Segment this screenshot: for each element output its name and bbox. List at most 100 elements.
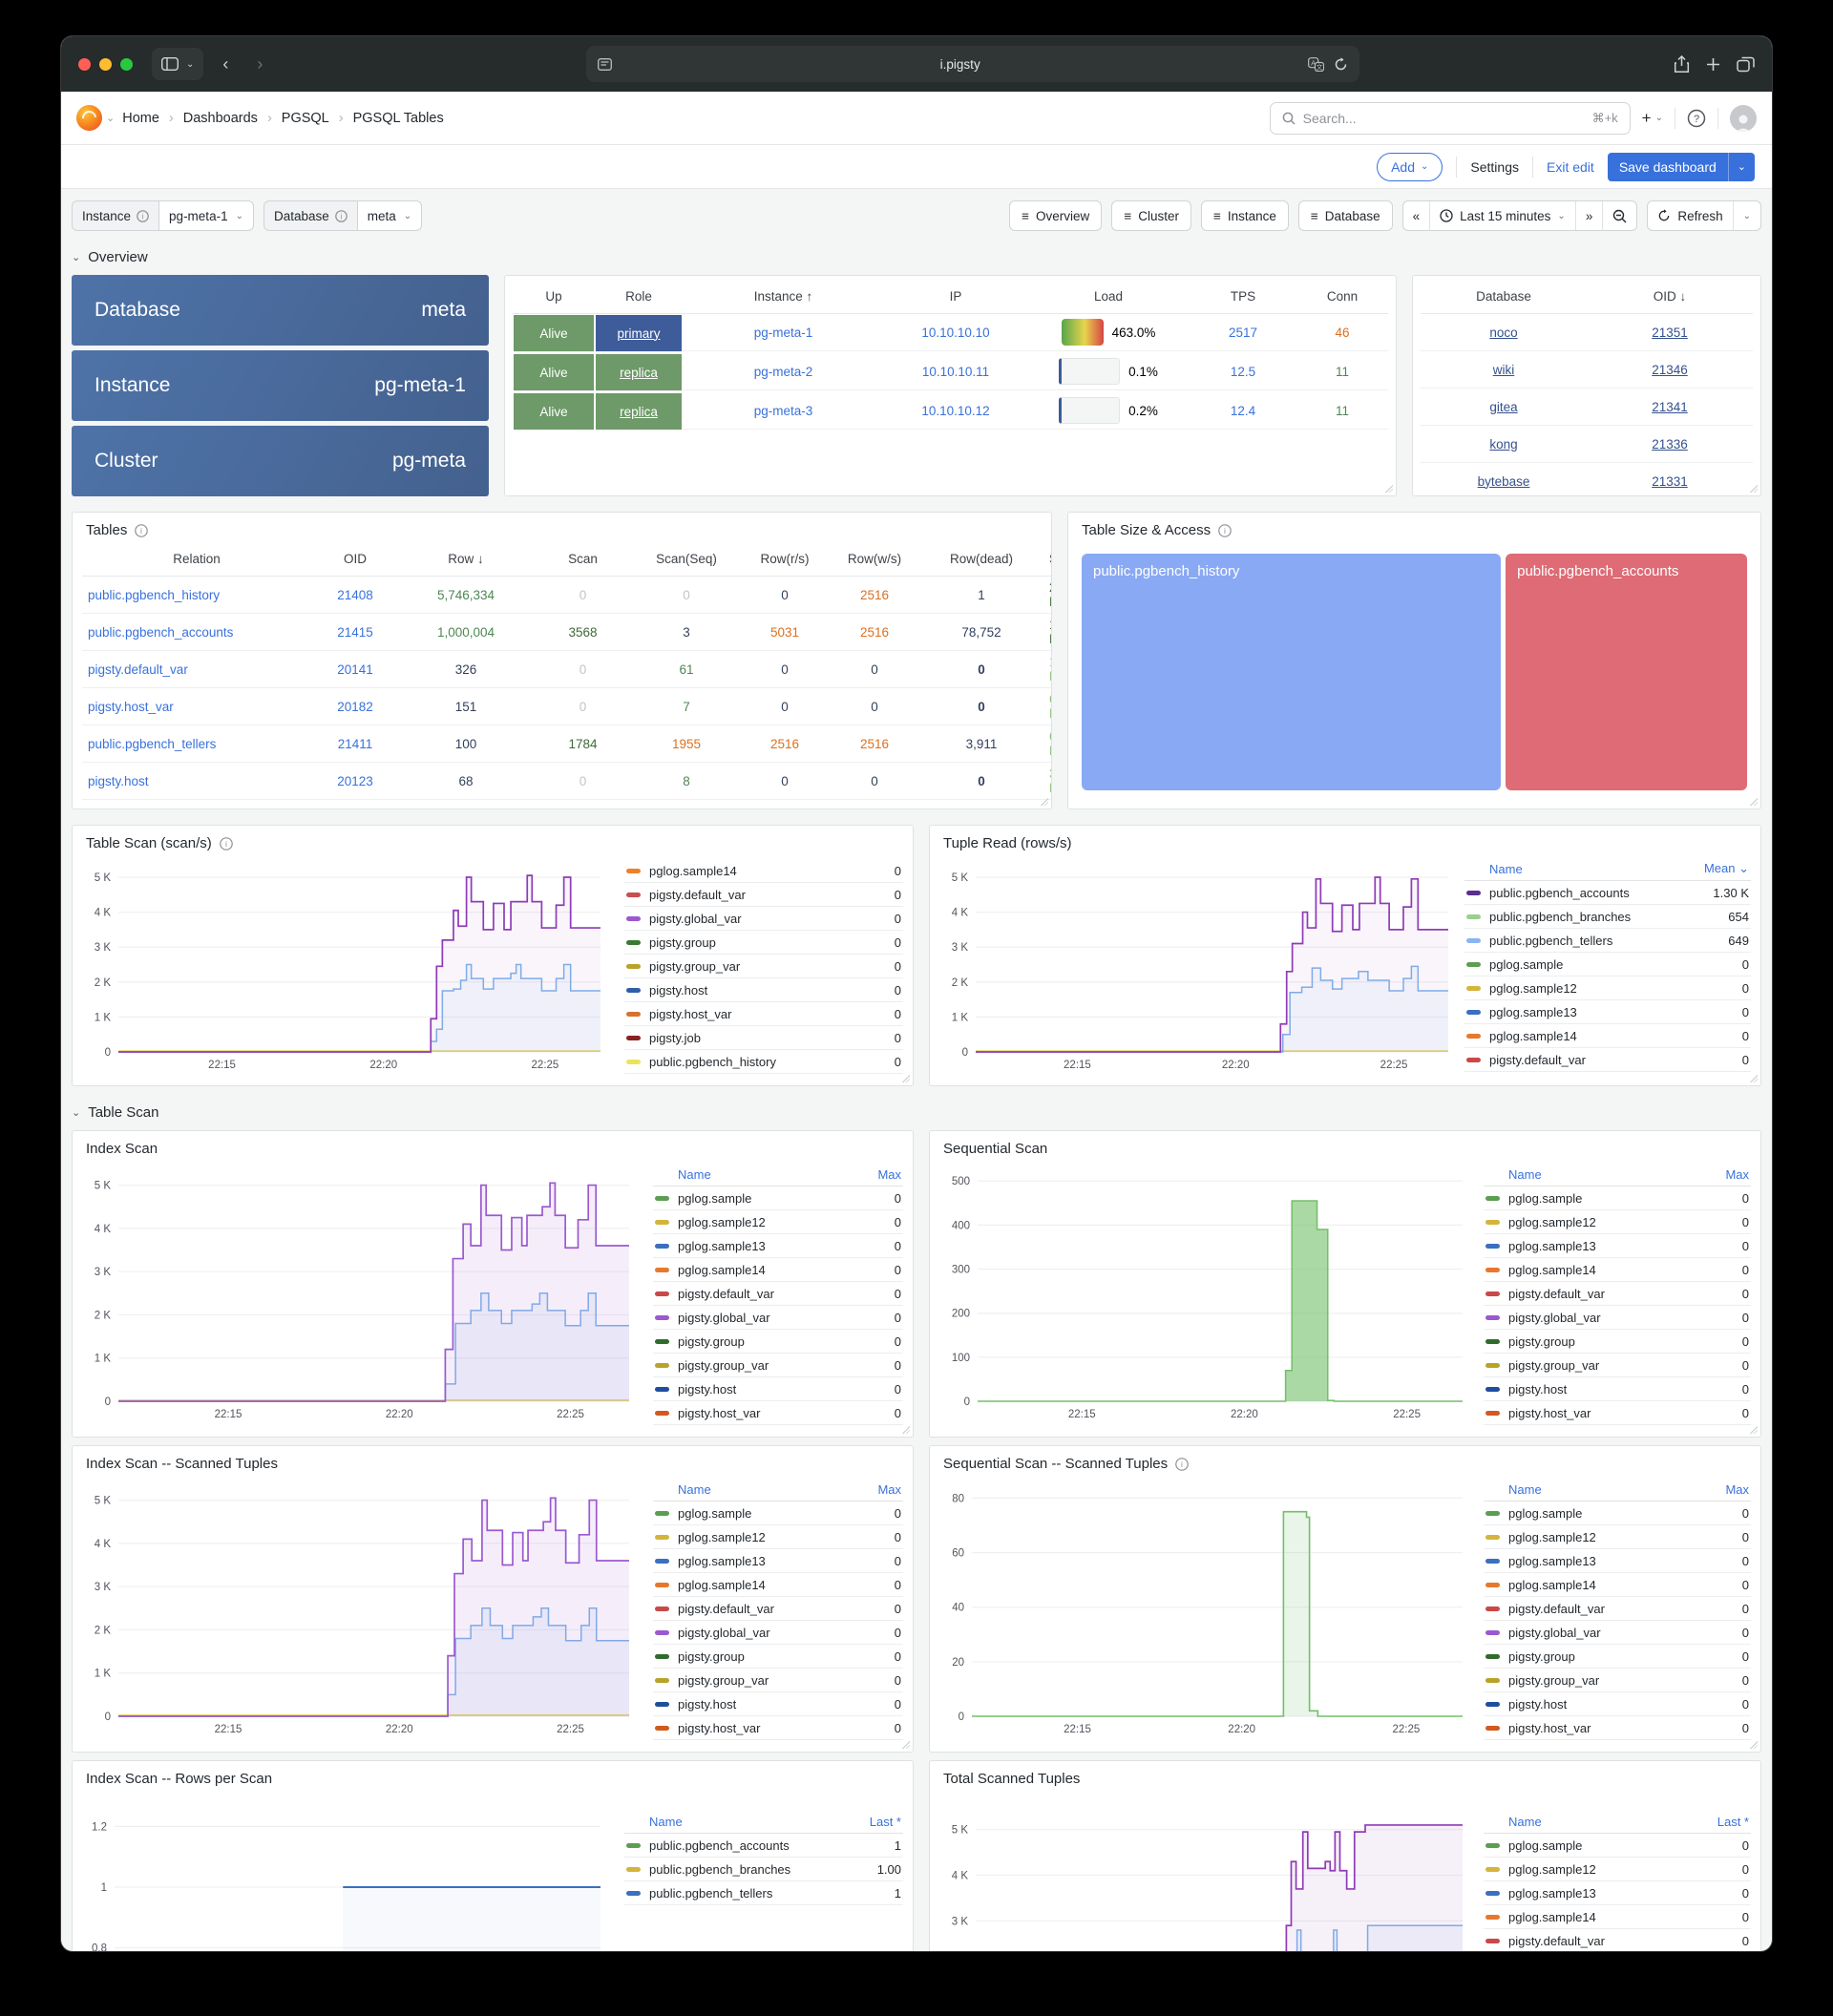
legend-item[interactable]: pglog.sample12 0 (1484, 1525, 1751, 1549)
table-cell[interactable]: 21351 (1587, 314, 1753, 351)
legend-header[interactable]: Name Max (653, 1478, 903, 1502)
legend-item[interactable]: pglog.sample13 0 (653, 1234, 903, 1258)
legend-item[interactable]: pigsty.default_var 0 (1484, 1597, 1751, 1621)
refresh-button[interactable]: Refresh (1648, 201, 1734, 230)
search-input[interactable]: Search... ⌘+k (1269, 101, 1631, 135)
index-scan-chart[interactable]: 0 1 K 2 K 3 K 4 K 5 K 22:15 22:20 22:25 (76, 1163, 635, 1422)
translate-icon[interactable]: A文 (1308, 56, 1325, 72)
legend-item[interactable]: pigsty.global_var 0 (624, 907, 903, 931)
table-cell[interactable]: 21336 (1587, 426, 1753, 463)
legend-item[interactable]: pglog.sample14 0 (1464, 1024, 1751, 1048)
table-cell[interactable]: 21411 (311, 725, 399, 763)
chevron-down-icon[interactable]: ⌄ (106, 113, 116, 124)
column-header[interactable]: Row(w/s) (830, 542, 919, 577)
column-header[interactable]: Size (1043, 542, 1051, 577)
legend-item[interactable]: pigsty.default_var 0 (1464, 1048, 1751, 1072)
legend-header[interactable]: Name Max (653, 1163, 903, 1186)
legend-item[interactable]: pigsty.group 0 (1484, 1330, 1751, 1354)
table-cell[interactable]: pg-meta-1 (683, 314, 884, 351)
breadcrumb-pgsql[interactable]: PGSQL (281, 110, 329, 126)
database-select[interactable]: meta ⌄ (357, 200, 423, 231)
legend-item[interactable]: pigsty.host_var 0 (653, 1716, 903, 1740)
avatar[interactable] (1730, 104, 1757, 132)
legend-item[interactable]: pigsty.group_var 0 (1484, 1354, 1751, 1377)
column-header[interactable]: TPS (1190, 280, 1296, 314)
table-cell[interactable]: bytebase (1421, 463, 1587, 495)
forward-button[interactable]: › (257, 53, 263, 74)
legend-item[interactable]: pigsty.host 0 (1484, 1377, 1751, 1401)
table-cell[interactable]: pg-meta-2 (683, 353, 884, 390)
breadcrumb-home[interactable]: Home (122, 110, 159, 126)
new-tab-icon[interactable] (1705, 56, 1721, 73)
legend-item[interactable]: pglog.sample12 0 (653, 1525, 903, 1549)
legend-item[interactable]: pglog.sample 0 (653, 1186, 903, 1210)
legend-item[interactable]: pglog.sample13 0 (653, 1549, 903, 1573)
zoom-out-button[interactable] (1603, 201, 1636, 230)
table-cell[interactable]: pigsty.host_var (82, 688, 311, 725)
reader-mode-icon[interactable] (598, 57, 613, 71)
table-cell[interactable]: 12.5 (1190, 353, 1296, 390)
column-header[interactable]: Database (1421, 280, 1587, 314)
breadcrumb-dashboards[interactable]: Dashboards (182, 110, 258, 126)
legend-item[interactable]: pglog.sample 0 (1484, 1186, 1751, 1210)
column-header[interactable]: Up (513, 280, 595, 314)
time-range-picker[interactable]: Last 15 minutes ⌄ (1430, 201, 1576, 230)
column-header[interactable]: Row(r/s) (740, 542, 830, 577)
legend-item[interactable]: pigsty.group_var 0 (1484, 1669, 1751, 1692)
legend-item[interactable]: public.pgbench_history 0 (624, 1050, 903, 1074)
legend-item[interactable]: pglog.sample14 0 (653, 1573, 903, 1597)
legend-item[interactable]: pglog.sample14 0 (1484, 1573, 1751, 1597)
legend-item[interactable]: pglog.sample12 0 (653, 1210, 903, 1234)
column-header[interactable]: Row ↓ (399, 542, 533, 577)
table-cell[interactable]: 20123 (311, 763, 399, 800)
column-header[interactable]: OID (311, 542, 399, 577)
legend-item[interactable]: pigsty.host_var 0 (1484, 1401, 1751, 1425)
link-cluster[interactable]: ≡ Cluster (1111, 200, 1191, 231)
legend-item[interactable]: pglog.sample14 0 (1484, 1905, 1751, 1929)
tuple-read-chart[interactable]: 0 1 K 2 K 3 K 4 K 5 K 22:15 22:20 22:25 (934, 857, 1454, 1073)
share-icon[interactable] (1674, 54, 1690, 74)
column-header[interactable]: Load (1027, 280, 1190, 314)
table-scan-chart[interactable]: 0 1 K 2 K 3 K 4 K 5 K 22:15 22:20 22:25 (76, 857, 606, 1073)
legend-header[interactable]: Name Last * (1484, 1810, 1751, 1834)
chevron-down-icon[interactable]: ⌄ (1727, 152, 1755, 181)
legend-item[interactable]: pigsty.group 0 (653, 1330, 903, 1354)
table-cell[interactable]: 2517 (1190, 314, 1296, 351)
reload-icon[interactable] (1334, 56, 1348, 72)
legend-item[interactable]: pigsty.group_var 0 (624, 955, 903, 978)
table-cell[interactable]: 21331 (1587, 463, 1753, 495)
save-dashboard-button[interactable]: Save dashboard ⌄ (1607, 152, 1755, 181)
legend-header[interactable]: Name Mean ⌄ (1464, 857, 1751, 881)
back-button[interactable]: ‹ (222, 53, 229, 74)
info-icon[interactable]: i (219, 836, 233, 850)
legend-item[interactable]: pigsty.host 0 (653, 1377, 903, 1401)
info-icon[interactable]: i (1218, 523, 1232, 537)
legend-item[interactable]: pglog.sample12 0 (1484, 1858, 1751, 1881)
table-cell[interactable]: public.pgbench_tellers (82, 725, 311, 763)
table-cell[interactable]: 20182 (311, 688, 399, 725)
legend-item[interactable]: pglog.sample12 0 (1464, 976, 1751, 1000)
legend-item[interactable]: pigsty.default_var 0 (653, 1597, 903, 1621)
instance-select[interactable]: pg-meta-1 ⌄ (159, 200, 254, 231)
legend-item[interactable]: pglog.sample 0 (653, 1502, 903, 1525)
settings-button[interactable]: Settings (1470, 158, 1519, 175)
add-button[interactable]: Add ⌄ (1377, 152, 1443, 181)
column-header[interactable]: IP (884, 280, 1027, 314)
legend-item[interactable]: pigsty.host 0 (1484, 1692, 1751, 1716)
legend-item[interactable]: pigsty.default_var 0 (1484, 1929, 1751, 1951)
section-table-scan[interactable]: ⌄ Table Scan (72, 1103, 159, 1121)
legend-header[interactable]: Name Max (1484, 1478, 1751, 1502)
legend-item[interactable]: pigsty.default_var 0 (653, 1282, 903, 1306)
info-icon[interactable]: i (1175, 1457, 1189, 1471)
table-cell[interactable]: wiki (1421, 351, 1587, 388)
legend-item[interactable]: public.pgbench_branches 654 (1464, 905, 1751, 929)
legend-item[interactable]: pigsty.host_var 0 (1484, 1716, 1751, 1740)
table-cell[interactable]: public.pgbench_history (82, 577, 311, 614)
table-cell[interactable]: public.pgbench_accounts (82, 614, 311, 651)
table-cell[interactable]: noco (1421, 314, 1587, 351)
table-cell[interactable]: 21346 (1587, 351, 1753, 388)
legend-item[interactable]: public.pgbench_accounts 1 (624, 1834, 903, 1858)
time-shift-forward-button[interactable]: » (1576, 201, 1604, 230)
